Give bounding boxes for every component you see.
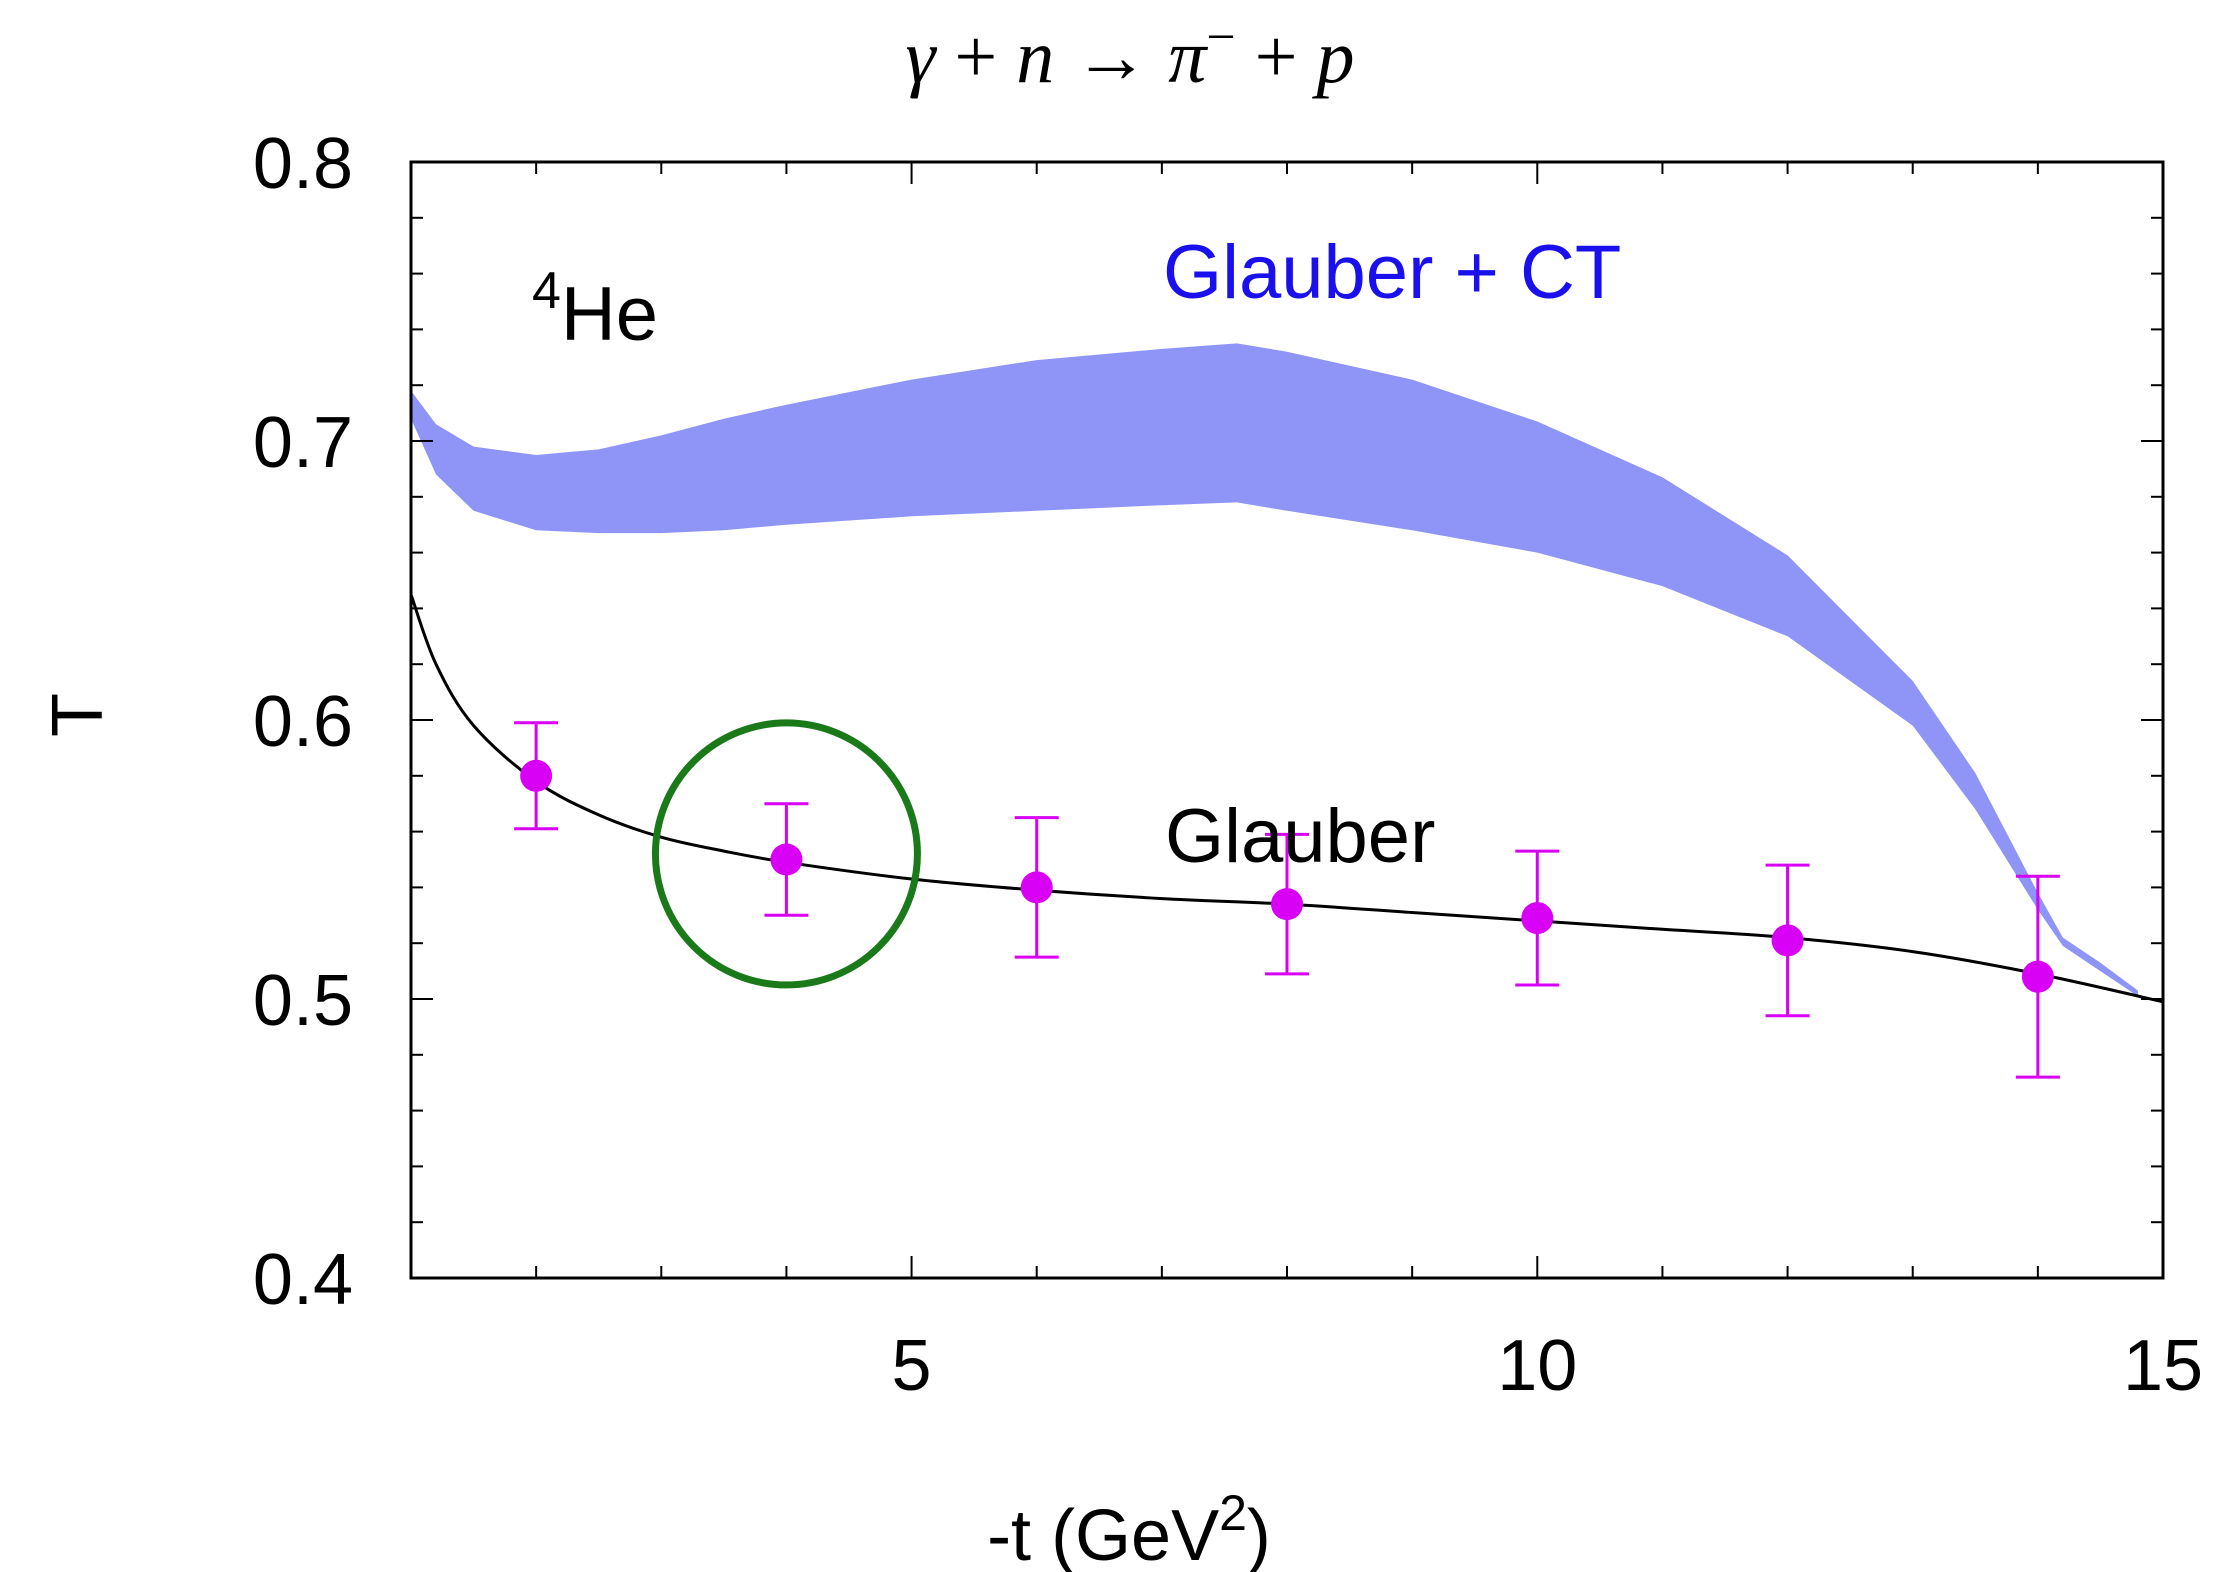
line-glauber <box>409 593 2164 1004</box>
x-label-end: ) <box>1247 1496 1271 1572</box>
data-point-group <box>764 802 809 917</box>
plot-frame <box>409 160 2165 1280</box>
title-part: + <box>935 15 1016 99</box>
data-points <box>514 721 2060 1079</box>
y-tick-label: 0.5 <box>253 961 353 1041</box>
x-label-sup: 2 <box>1219 1485 1247 1541</box>
band-label: Glauber + CT <box>1163 230 1621 315</box>
curve-label: Glauber <box>1165 794 1435 879</box>
data-point-group <box>1014 816 1059 959</box>
data-point <box>1271 888 1303 921</box>
band-glauber-ct <box>411 343 2138 997</box>
title-part: → <box>1054 15 1168 99</box>
chart-title: γ + n → π− + p <box>905 9 1354 99</box>
title-part: + <box>1236 15 1317 99</box>
y-tick-label: 0.8 <box>253 124 353 204</box>
data-point <box>1771 924 1804 957</box>
glauber-curve <box>409 593 2164 1004</box>
data-point-group <box>2015 874 2060 1079</box>
nucleus-sup: 4 <box>532 262 561 320</box>
highlight-annotation <box>651 719 921 989</box>
x-tick-label: 5 <box>892 1326 932 1406</box>
data-point-group <box>1515 849 1560 987</box>
data-point-group <box>1265 832 1309 976</box>
x-tick-label: 15 <box>2123 1326 2203 1406</box>
x-tick-labels: 5 10 15 <box>892 1326 2203 1406</box>
y-tick-label: 0.4 <box>253 1240 353 1320</box>
data-point <box>2021 960 2054 993</box>
nucleus-label: 4He <box>532 262 658 357</box>
title-part: π <box>1168 15 1208 99</box>
highlight-circle <box>651 719 921 989</box>
data-point <box>1521 902 1554 935</box>
nucleus-text: He <box>561 272 658 357</box>
title-part: n <box>1016 15 1054 99</box>
y-tick-label: 0.6 <box>253 682 353 762</box>
title-part: − <box>1206 9 1235 66</box>
axis-ticks <box>411 162 2163 1278</box>
x-axis-label: -t (GeV2) <box>987 1485 1271 1572</box>
data-point <box>520 759 553 792</box>
title-part: p <box>1312 15 1355 99</box>
data-point-group <box>514 721 559 831</box>
y-axis-label: T <box>38 693 118 737</box>
data-point-group <box>1765 863 1810 1018</box>
y-tick-labels: 0.4 0.5 0.6 0.7 0.8 <box>253 124 353 1320</box>
data-point <box>1020 871 1053 904</box>
data-point <box>770 843 803 876</box>
x-label-main: -t (GeV <box>987 1496 1219 1572</box>
title-part: γ <box>905 15 937 99</box>
y-tick-label: 0.7 <box>253 403 353 483</box>
x-tick-label: 10 <box>1497 1326 1577 1406</box>
band-area <box>411 343 2138 997</box>
